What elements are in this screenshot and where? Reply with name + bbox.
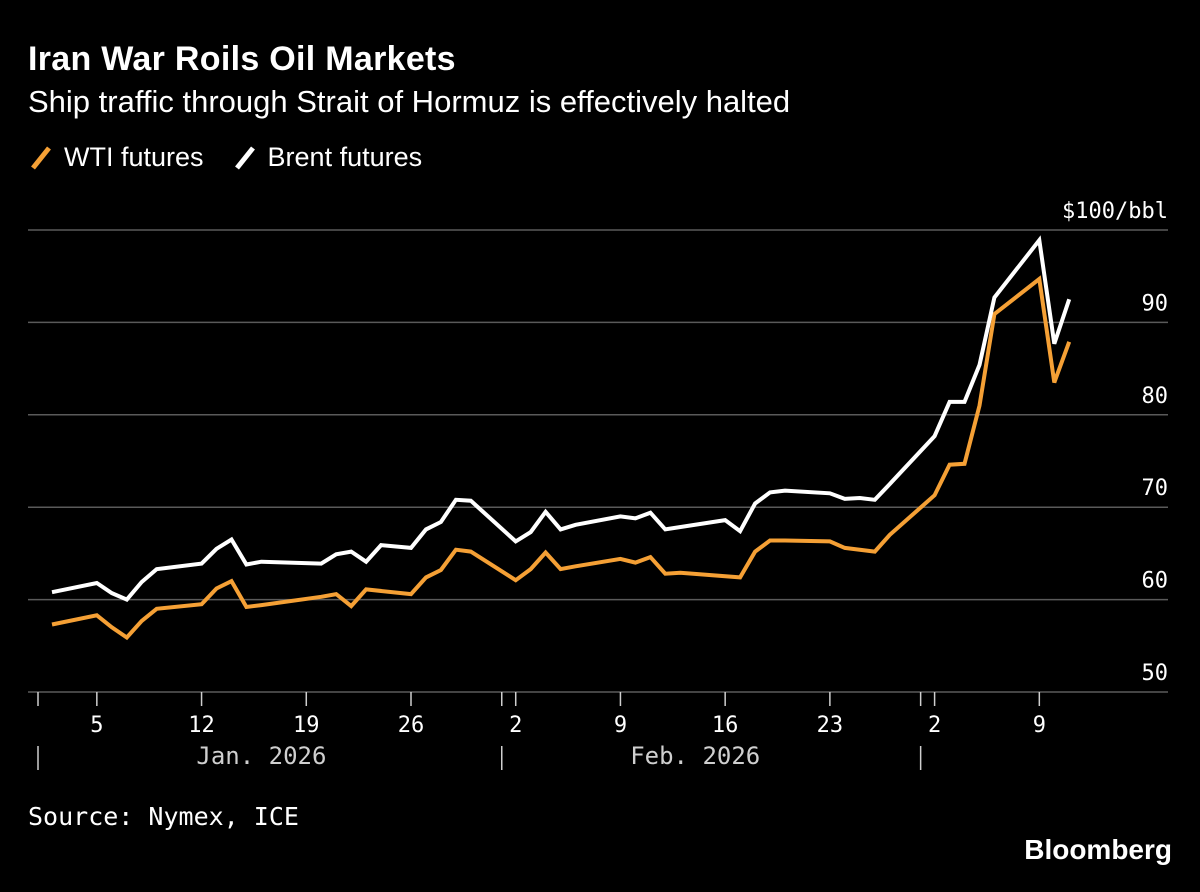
y-tick-label-90: 90 xyxy=(1142,291,1169,316)
x-tick-label-2026-01-12: 12 xyxy=(188,713,215,738)
y-tick-label-70: 70 xyxy=(1142,476,1169,501)
x-tick-label-2026-03-09: 9 xyxy=(1033,713,1046,738)
wti-swatch-icon xyxy=(31,145,51,170)
month-label-feb-2026: Feb. 2026 xyxy=(630,742,760,770)
x-tick-label-2026-02-02: 2 xyxy=(509,713,522,738)
x-tick-label-2026-01-26: 26 xyxy=(398,713,425,738)
y-tick-label-60: 60 xyxy=(1142,569,1169,594)
series-layer xyxy=(51,235,1072,641)
series-line-brent-futures xyxy=(51,235,1072,603)
legend: WTI futures Brent futures xyxy=(30,142,452,173)
month-label-jan-2026: Jan. 2026 xyxy=(196,742,326,770)
legend-label-wti: WTI futures xyxy=(64,142,204,172)
brent-swatch-icon xyxy=(234,145,255,170)
x-tick-label-2026-02-23: 23 xyxy=(817,713,844,738)
bloomberg-logo: Bloomberg xyxy=(1024,834,1172,865)
x-tick-label-2026-02-16: 16 xyxy=(712,713,739,738)
y-tick-label-80: 80 xyxy=(1142,384,1169,409)
source-note: Source: Nymex, ICE xyxy=(28,802,299,831)
chart-subtitle: Ship traffic through Strait of Hormuz is… xyxy=(28,84,791,119)
x-axis xyxy=(37,692,1041,770)
chart-title: Iran War Roils Oil Markets xyxy=(28,40,456,78)
x-tick-label-2026-03-02: 2 xyxy=(928,713,941,738)
y-tick-label-50: 50 xyxy=(1142,661,1169,686)
label-layer: 50 60 70 80 90 $100/bbl 5 12 19 26 2 9 16 23 2 9 Jan. 20… xyxy=(90,199,1168,770)
x-tick-label-2026-01-05: 5 xyxy=(90,713,103,738)
legend-item-wti: WTI futures xyxy=(30,142,204,173)
legend-label-brent: Brent futures xyxy=(267,142,423,172)
legend-item-brent: Brent futures xyxy=(234,142,423,173)
grid-layer xyxy=(28,229,1168,693)
x-tick-label-2026-02-09: 9 xyxy=(614,713,627,738)
x-tick-label-2026-01-19: 19 xyxy=(293,713,320,738)
series-line-wti-futures xyxy=(51,275,1072,641)
y-tick-label-100: $100/bbl xyxy=(1062,199,1168,224)
